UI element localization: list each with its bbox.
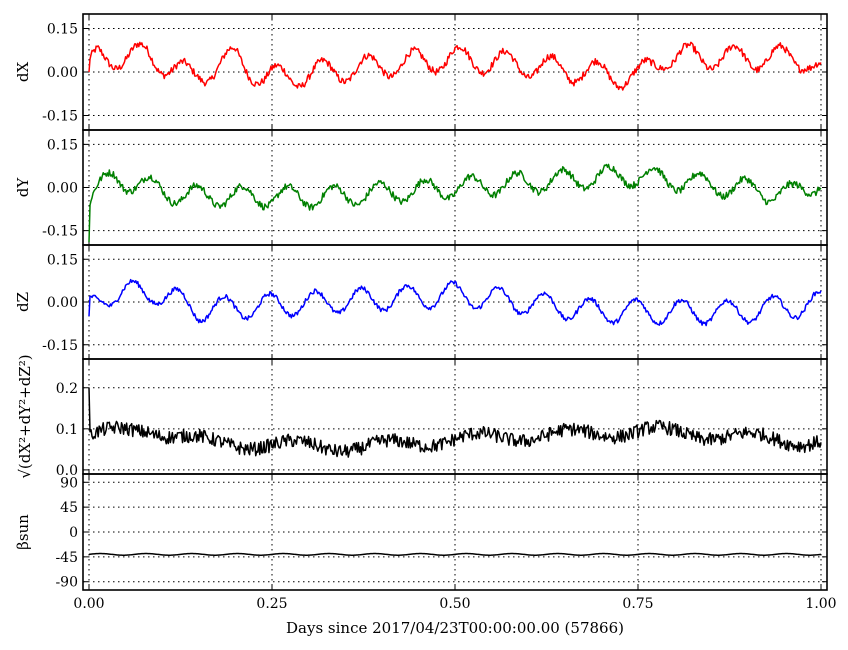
y-tick-label: 45 bbox=[60, 500, 78, 516]
y-tick-label: 0.00 bbox=[47, 181, 78, 197]
y-tick-label: -45 bbox=[55, 550, 78, 566]
series-line-2 bbox=[88, 163, 822, 243]
panel-frame bbox=[82, 358, 828, 475]
y-tick-label: -0.15 bbox=[42, 338, 78, 354]
y-tick-label: 0.1 bbox=[56, 422, 78, 438]
x-tick-label: 0.00 bbox=[73, 596, 104, 612]
y-tick-label: 0.15 bbox=[47, 252, 78, 268]
panel-2: 0.15 0.00 -0.15 dY bbox=[14, 129, 828, 246]
y-tick-label: -90 bbox=[55, 575, 78, 591]
panel-4: 0.2 0.1 0.0 √(dX²+dY²+dZ²) bbox=[16, 354, 828, 479]
panel-5: 90 45 0 -45 -90 βsun bbox=[14, 473, 828, 591]
y-tick-label: -0.15 bbox=[42, 109, 78, 125]
panel-frame bbox=[82, 473, 828, 591]
y-axis-label: βsun bbox=[14, 514, 32, 550]
y-tick-label: 0.15 bbox=[47, 22, 78, 38]
panels-group: 0.150.00-0.15dX0.150.00-0.15dY0.150.00-0… bbox=[14, 13, 828, 591]
y-tick-label: 0.2 bbox=[56, 381, 78, 397]
y-axis-label: √(dX²+dY²+dZ²) bbox=[16, 354, 34, 478]
y-tick-label: 0.0 bbox=[56, 463, 78, 479]
x-tick-labels: 0.00 0.25 0.50 0.75 1.00 bbox=[73, 596, 836, 612]
y-tick-label: 0.00 bbox=[47, 65, 78, 81]
y-tick-label: 90 bbox=[60, 475, 78, 491]
series-line-4 bbox=[88, 387, 822, 458]
x-tick-label: 0.75 bbox=[622, 596, 653, 612]
y-tick-label: 0 bbox=[69, 525, 78, 541]
series-line-1 bbox=[88, 41, 822, 91]
y-axis-label-text: √(dX²+dY²+dZ²) bbox=[16, 354, 34, 478]
x-tick-label: 0.50 bbox=[439, 596, 470, 612]
panel-3: 0.15 0.00 -0.15 dZ bbox=[14, 244, 828, 360]
y-axis-label: dX bbox=[14, 62, 32, 83]
y-tick-label: -0.15 bbox=[42, 224, 78, 240]
x-tick-label: 1.00 bbox=[805, 596, 836, 612]
y-axis-label: dY bbox=[14, 177, 32, 198]
x-axis-label: Days since 2017/04/23T00:00:00.00 (57866… bbox=[286, 619, 624, 637]
panel-1: 0.15 0.00 -0.15 dX bbox=[14, 13, 828, 131]
series-line-3 bbox=[88, 278, 822, 327]
y-tick-label: 0.15 bbox=[47, 137, 78, 153]
series-line-5 bbox=[88, 552, 822, 556]
y-tick-label: 0.00 bbox=[47, 295, 78, 311]
x-tick-label: 0.25 bbox=[256, 596, 287, 612]
y-axis-label: dZ bbox=[14, 292, 32, 312]
panel-frame bbox=[82, 244, 828, 360]
